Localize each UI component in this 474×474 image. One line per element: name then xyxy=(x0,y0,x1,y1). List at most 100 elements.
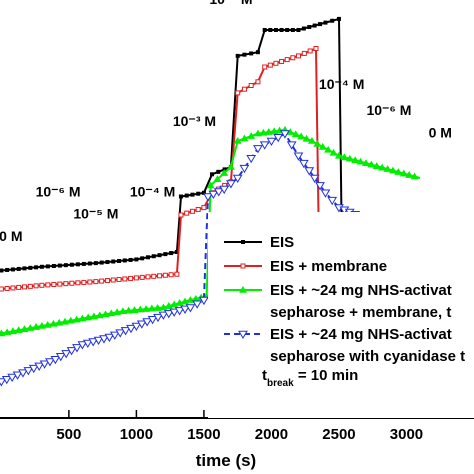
series-1-point xyxy=(69,262,74,267)
series-1-point xyxy=(307,25,312,30)
series-3-point xyxy=(361,159,370,166)
series-3 xyxy=(0,125,421,337)
series-3-point xyxy=(61,317,70,325)
series-1-point xyxy=(330,18,335,23)
series-3-point xyxy=(410,172,419,180)
series-3-point xyxy=(233,137,242,144)
series-3-point xyxy=(372,162,381,169)
series-1-point xyxy=(5,267,10,272)
series-1-point xyxy=(63,263,68,268)
series-3-point xyxy=(345,154,354,162)
series-3-point xyxy=(101,310,110,318)
x-tick-label: 2500 xyxy=(322,426,355,443)
series-4-point xyxy=(115,329,126,338)
series-4-point xyxy=(169,308,180,317)
series-4-point xyxy=(50,356,61,365)
concentration-label: 10⁻³ M xyxy=(173,113,216,129)
series-2-point xyxy=(235,90,241,96)
series-3-point xyxy=(107,309,116,317)
series-4-point xyxy=(163,310,174,319)
series-4-point xyxy=(298,159,309,169)
series-2-point xyxy=(184,210,190,216)
series-2-point xyxy=(313,46,319,51)
series-4-point xyxy=(131,322,142,331)
series-4-point xyxy=(120,327,131,336)
series-2-point xyxy=(27,283,33,289)
series-3-point xyxy=(49,319,58,327)
series-3-point xyxy=(95,311,104,319)
series-1-point xyxy=(157,253,162,258)
series-4-point xyxy=(88,338,99,347)
series-2-point xyxy=(157,273,163,279)
series-4-point xyxy=(293,152,304,161)
series-2-point xyxy=(262,64,268,70)
series-1-point xyxy=(10,267,15,272)
series-3-point xyxy=(32,323,41,330)
legend-item-2: EIS + membrane xyxy=(224,258,387,275)
series-1-point xyxy=(268,28,273,32)
series-3-point xyxy=(130,306,139,313)
series-1-point xyxy=(169,251,174,256)
concentration-label: 10⁻⁶ M xyxy=(36,184,81,200)
series-3-point xyxy=(399,169,408,177)
series-4-point xyxy=(320,189,331,198)
series-3-point xyxy=(340,153,349,161)
series-1-point xyxy=(117,258,122,263)
series-1-point xyxy=(178,194,183,199)
series-4-point xyxy=(246,154,257,164)
series-2-point xyxy=(241,86,247,92)
series-2-point xyxy=(39,282,45,288)
series-1-point xyxy=(190,192,195,197)
series-4-point xyxy=(203,193,213,202)
series-3-point xyxy=(356,157,365,165)
concentration-label: 10⁻⁶ M xyxy=(366,102,411,118)
series-2-point xyxy=(279,58,285,64)
series-3-point xyxy=(240,134,249,142)
series-3-point xyxy=(147,304,156,312)
series-4-point xyxy=(93,336,104,346)
series-4-point xyxy=(18,369,28,378)
series-4-point xyxy=(199,296,209,306)
series-2-point xyxy=(301,50,307,56)
series-4-point xyxy=(7,373,18,383)
series-2-point xyxy=(122,276,128,282)
series-2-point xyxy=(51,281,57,287)
series-1-point xyxy=(222,167,227,172)
series-1-point xyxy=(45,264,50,269)
series-3-point xyxy=(334,151,343,159)
series-2-point xyxy=(57,281,63,287)
legend-swatch-marker xyxy=(238,330,248,339)
series-4-point xyxy=(82,339,93,349)
legend-label: EIS + ~24 mg NHS-activat xyxy=(270,282,452,299)
series-4-point xyxy=(23,367,34,376)
annotations: 0 M10⁻⁶ M10⁻⁵ M10⁻⁴ M10⁻³ M10⁻² M10⁻² M1… xyxy=(0,0,452,244)
legend-label: EIS xyxy=(270,234,294,251)
series-2-point xyxy=(99,278,105,284)
series-1-point xyxy=(87,261,92,266)
series-1-point xyxy=(105,260,110,265)
series-3-point xyxy=(14,326,23,334)
series-1-point xyxy=(145,255,150,260)
series-3-point xyxy=(142,305,151,312)
series-4 xyxy=(0,130,367,387)
series-3-point xyxy=(213,175,222,183)
series-2-point xyxy=(4,285,10,291)
series-2-point xyxy=(16,284,22,290)
series-1-point xyxy=(16,266,21,271)
concentration-label: 0 M xyxy=(429,124,452,140)
series-2-point xyxy=(93,279,99,285)
series-4-point xyxy=(104,333,115,343)
legend-label: EIS + ~24 mg NHS-activat xyxy=(270,326,452,343)
series-1-point xyxy=(134,257,139,262)
series-4-point xyxy=(142,318,153,327)
series-3-point xyxy=(3,328,12,336)
series-1-point xyxy=(39,264,44,269)
series-2-point xyxy=(151,273,157,279)
series-4-point xyxy=(99,335,109,344)
series-2-point xyxy=(69,280,75,286)
series-3-point xyxy=(378,163,387,171)
series-2-point xyxy=(195,206,201,212)
series-4-point xyxy=(147,316,158,325)
series-2-point xyxy=(116,276,122,282)
